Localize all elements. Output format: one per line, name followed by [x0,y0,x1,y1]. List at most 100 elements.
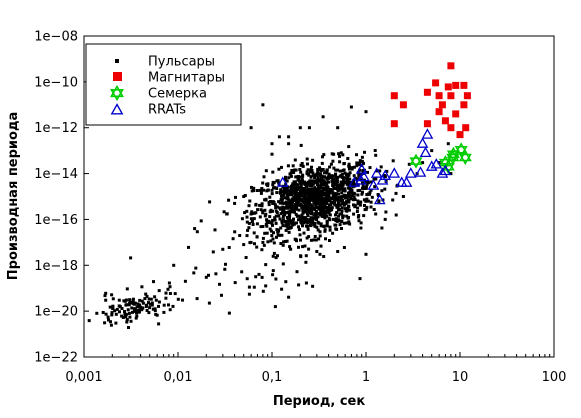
pulsar-point [319,168,323,172]
pulsar-point [347,167,351,171]
pulsar-point [287,135,291,139]
pulsar-point [316,206,320,209]
pulsar-point [358,203,362,207]
pulsar-point [283,201,287,205]
pulsar-point [297,208,301,212]
pulsar-point [280,165,283,169]
pulsar-point [294,168,298,172]
pulsar-point [299,220,303,224]
pulsar-point [354,176,358,180]
pulsar-point [301,188,305,192]
pulsar-point [279,242,283,245]
pulsar-point [334,179,338,183]
pulsar-point [247,221,251,225]
pulsar-point [308,187,312,191]
pulsar-point [279,212,283,215]
pulsar-point [362,187,366,190]
pulsar-point [318,230,322,234]
pulsar-point [125,287,129,291]
pulsar-point [318,203,322,207]
pulsar-point [334,173,337,176]
pulsar-point [309,238,313,242]
pulsar-point [286,164,290,168]
pulsar-point [273,203,277,207]
pulsar-point [315,187,319,191]
magnetar-point [390,92,398,100]
pulsar-point [309,207,313,211]
x-axis-title: Период, сек [273,394,366,409]
pulsar-point [123,310,126,313]
pulsar-point [95,311,99,315]
pulsar-point [379,165,383,169]
rrat-point [436,167,449,178]
pulsar-point [262,175,266,179]
seven-point [441,159,455,175]
pulsar-point [346,216,350,219]
pulsar-point [283,219,287,223]
pulsar-point [109,323,113,327]
pulsar-point [421,161,425,165]
pulsar-point [323,188,327,192]
pulsar-point [299,238,302,242]
pulsar-point [111,306,115,310]
pulsar-point [168,308,172,312]
magnetar-point [441,117,449,125]
pulsar-point [361,190,364,194]
pulsar-point [273,186,277,190]
pulsar-point [323,192,327,195]
pulsar-point [366,170,369,174]
pulsar-point [383,217,387,221]
pulsar-point [314,197,318,201]
pulsar-point [366,192,370,196]
pulsar-point [339,173,343,177]
pulsar-point [271,183,275,187]
pulsar-point [113,309,117,313]
pulsar-point [304,260,308,264]
pulsar-point [303,201,307,205]
pulsar-point [154,312,158,316]
pulsar-point [306,187,310,191]
pulsar-point [245,234,249,238]
pulsar-point [140,285,144,289]
pulsar-point [373,185,377,189]
pulsar-point [326,195,330,198]
pulsar-point [129,301,133,305]
axis-ticks: 0,001 0,01 0,1 1 10 100 1e−22 1e−20 1e−18 1e−16 1e… [34,30,566,386]
pulsar-point [304,216,307,220]
legend-label-pulsars: Пульсары [148,55,215,70]
pulsar-point [343,196,347,200]
pulsar-point [348,186,352,190]
pulsar-point [148,306,152,310]
pulsar-point [344,176,348,180]
pulsar-point [280,287,284,291]
pulsar-point [306,168,310,172]
pulsar-point [259,208,263,212]
pulsar-point [322,199,326,203]
pulsar-point [299,170,303,174]
pulsar-point [223,267,227,271]
pulsar-point [327,211,331,215]
pulsar-point [321,155,324,159]
pulsar-point [316,170,320,174]
pulsar-point [363,204,366,207]
pulsar-point [268,210,272,214]
pulsar-point [270,152,274,156]
rrat-point [404,167,417,178]
pulsar-point [331,178,335,182]
pulsar-point [120,307,124,310]
pulsar-point [319,172,322,176]
pulsar-point [311,171,315,175]
pulsar-point [366,181,370,185]
rrat-point [430,158,443,169]
pulsar-point [342,176,346,180]
pulsar-point [309,216,313,220]
pulsar-point [307,204,311,207]
pulsar-point [364,252,368,256]
pulsar-point [299,187,303,191]
pulsar-point [306,162,309,166]
pulsar-point [349,197,353,201]
pulsar-point [328,213,332,217]
pulsar-point [365,197,369,201]
pulsar-point [302,204,306,208]
